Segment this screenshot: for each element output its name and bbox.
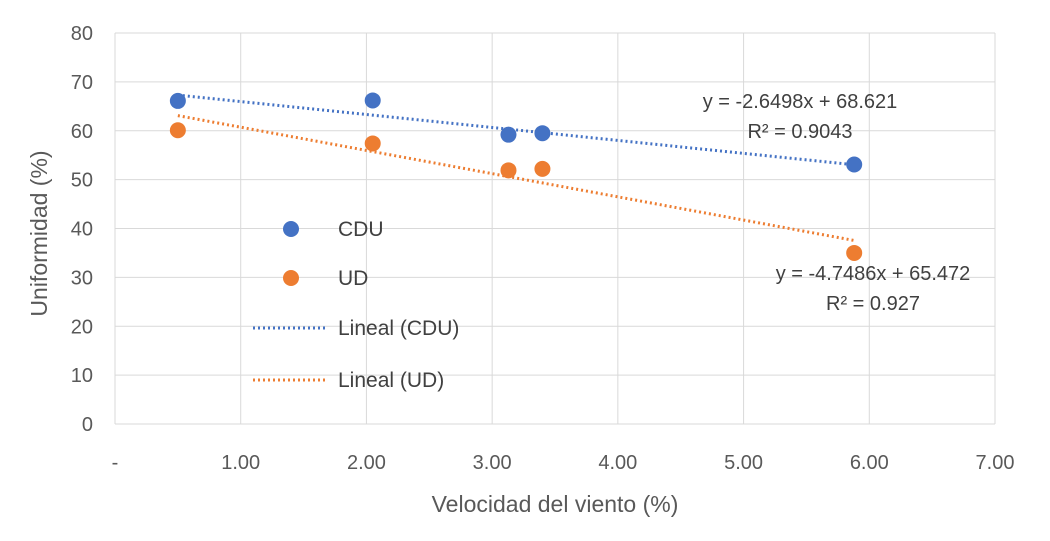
x-tick-label: 2.00 [347,452,386,474]
data-points [169,92,863,261]
trendline-lineal-cdu- [177,93,855,167]
x-tick-label: 4.00 [598,452,637,474]
x-axis-title: Velocidad del viento (%) [432,491,679,517]
legend-label: Lineal (CDU) [338,317,459,340]
y-tick-label: 10 [71,365,93,387]
legend: CDU UD Lineal (CDU) Lineal (UD) [253,218,459,392]
y-tick-label: 30 [71,267,93,289]
y-tick-label: 20 [71,316,93,338]
trendline-equation: y = -2.6498x + 68.621 [703,91,898,113]
data-point-cdu [500,126,517,143]
trendline-r-squared: R² = 0.927 [826,293,920,315]
y-axis-title: Uniformidad (%) [26,150,52,316]
data-point-ud [846,244,863,261]
x-tick-label: 7.00 [976,452,1015,474]
y-tick-label: 80 [71,23,93,45]
data-point-cdu [534,125,551,142]
legend-marker [283,270,299,286]
y-tick-label: 50 [71,170,93,192]
data-point-cdu [846,156,863,173]
x-tick-label: 1.00 [221,452,260,474]
y-tick-label: 40 [71,219,93,241]
legend-marker [283,221,299,237]
legend-label: Lineal (UD) [338,369,444,392]
y-tick-label: 70 [71,72,93,94]
trendline-equation: y = -4.7486x + 65.472 [776,263,971,285]
trendline-r-squared: R² = 0.9043 [747,121,852,143]
data-point-ud [364,135,381,152]
axes: 0 10 20 30 40 50 60 70 80 - 1.00 2.00 3.00 4.00 5.00 6.… [26,23,1014,517]
data-point-ud [534,160,551,177]
x-tick-label: 6.00 [850,452,889,474]
data-point-ud [500,162,517,179]
legend-label: CDU [338,218,384,241]
legend-label: UD [338,267,368,290]
y-tick-label: 0 [82,414,93,436]
x-tick-label: 3.00 [473,452,512,474]
data-point-cdu [169,92,186,109]
x-tick-label: 5.00 [724,452,763,474]
trendlines [177,93,855,242]
y-tick-label: 60 [71,121,93,143]
x-tick-label: - [112,452,119,474]
data-point-ud [169,122,186,139]
data-point-cdu [364,92,381,109]
labels: y = -2.6498x + 68.621 R² = 0.9043 y = -4.7… [703,91,971,315]
